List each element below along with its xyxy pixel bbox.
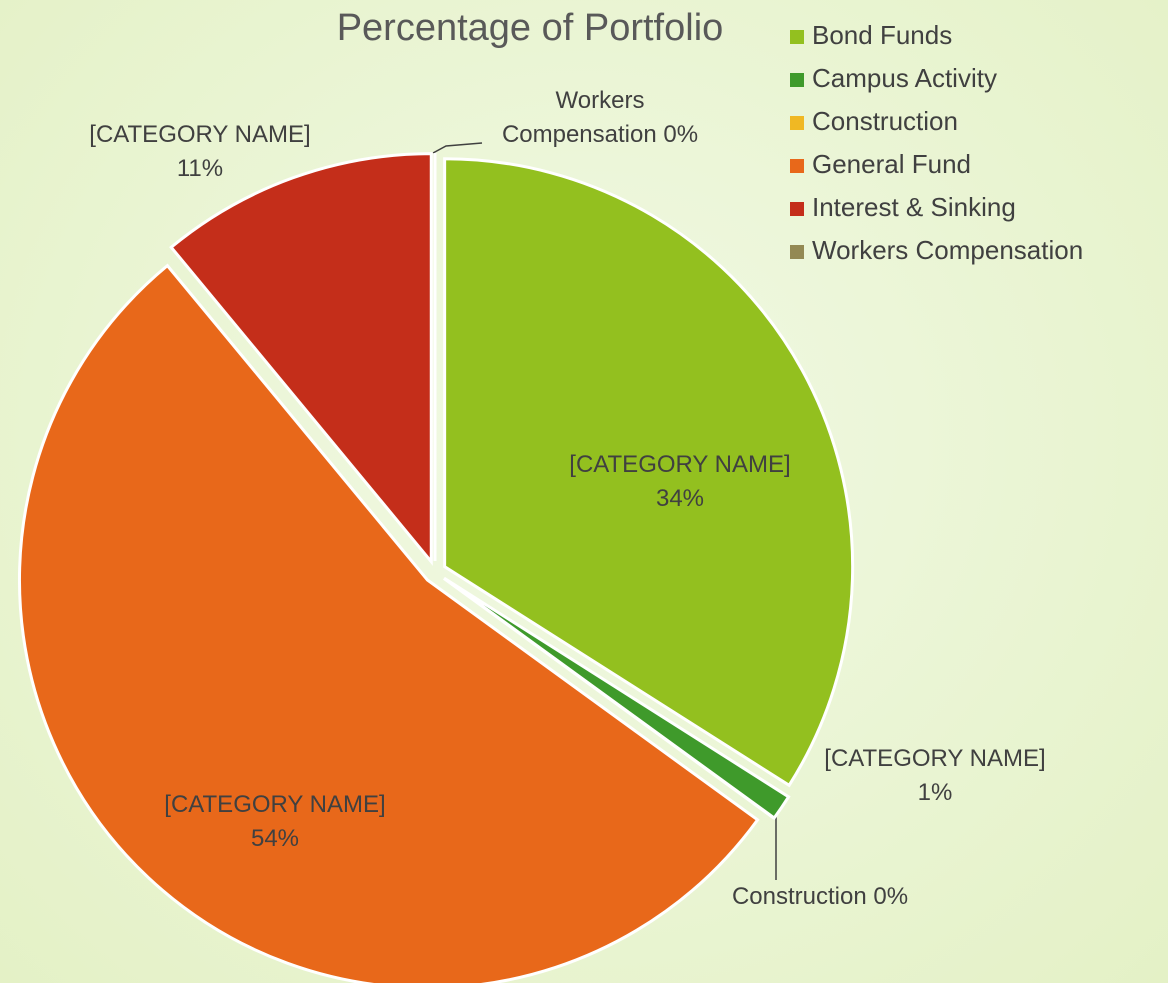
pie-slice <box>443 577 775 820</box>
data-label-name: [CATEGORY NAME] <box>569 451 791 478</box>
legend-swatch <box>790 116 804 130</box>
legend-label: Interest & Sinking <box>812 192 1016 222</box>
data-label-value: 34% <box>655 485 705 512</box>
pie-slice <box>169 152 433 566</box>
data-label-value: 0% <box>873 883 909 910</box>
legend-swatch <box>790 30 804 44</box>
legend-label: Workers Compensation <box>812 235 1083 265</box>
data-label-name: [CATEGORY NAME] <box>89 121 311 148</box>
data-label: [CATEGORY NAME] 1% <box>800 742 1070 810</box>
legend-swatch <box>790 202 804 216</box>
legend-swatch <box>790 245 804 259</box>
legend-swatch <box>790 159 804 173</box>
pie-slice <box>18 263 760 983</box>
legend-swatch <box>790 73 804 87</box>
leader-line <box>432 142 483 154</box>
data-label-name: Workers Compensation <box>501 87 657 148</box>
legend-label: Campus Activity <box>812 63 997 93</box>
data-label: Workers Compensation 0% <box>480 84 720 152</box>
data-label-value: 1% <box>917 779 953 806</box>
data-label-name: Construction <box>731 883 867 910</box>
pie-slice <box>443 157 855 788</box>
data-label-name: [CATEGORY NAME] <box>164 791 386 818</box>
legend-label: Bond Funds <box>812 20 952 50</box>
legend-label: General Fund <box>812 149 971 179</box>
data-label: [CATEGORY NAME] 54% <box>130 788 420 856</box>
data-label-value: 0% <box>663 121 699 148</box>
chart-title: Percentage of Portfolio <box>337 7 724 49</box>
legend-label: Construction <box>812 106 958 136</box>
data-label: Construction 0% <box>700 880 940 914</box>
data-label-name: [CATEGORY NAME] <box>824 745 1046 772</box>
data-label: [CATEGORY NAME] 11% <box>60 118 340 186</box>
data-label-value: 11% <box>176 155 224 182</box>
data-label-value: 54% <box>250 825 300 852</box>
data-label: [CATEGORY NAME] 34% <box>540 448 820 516</box>
